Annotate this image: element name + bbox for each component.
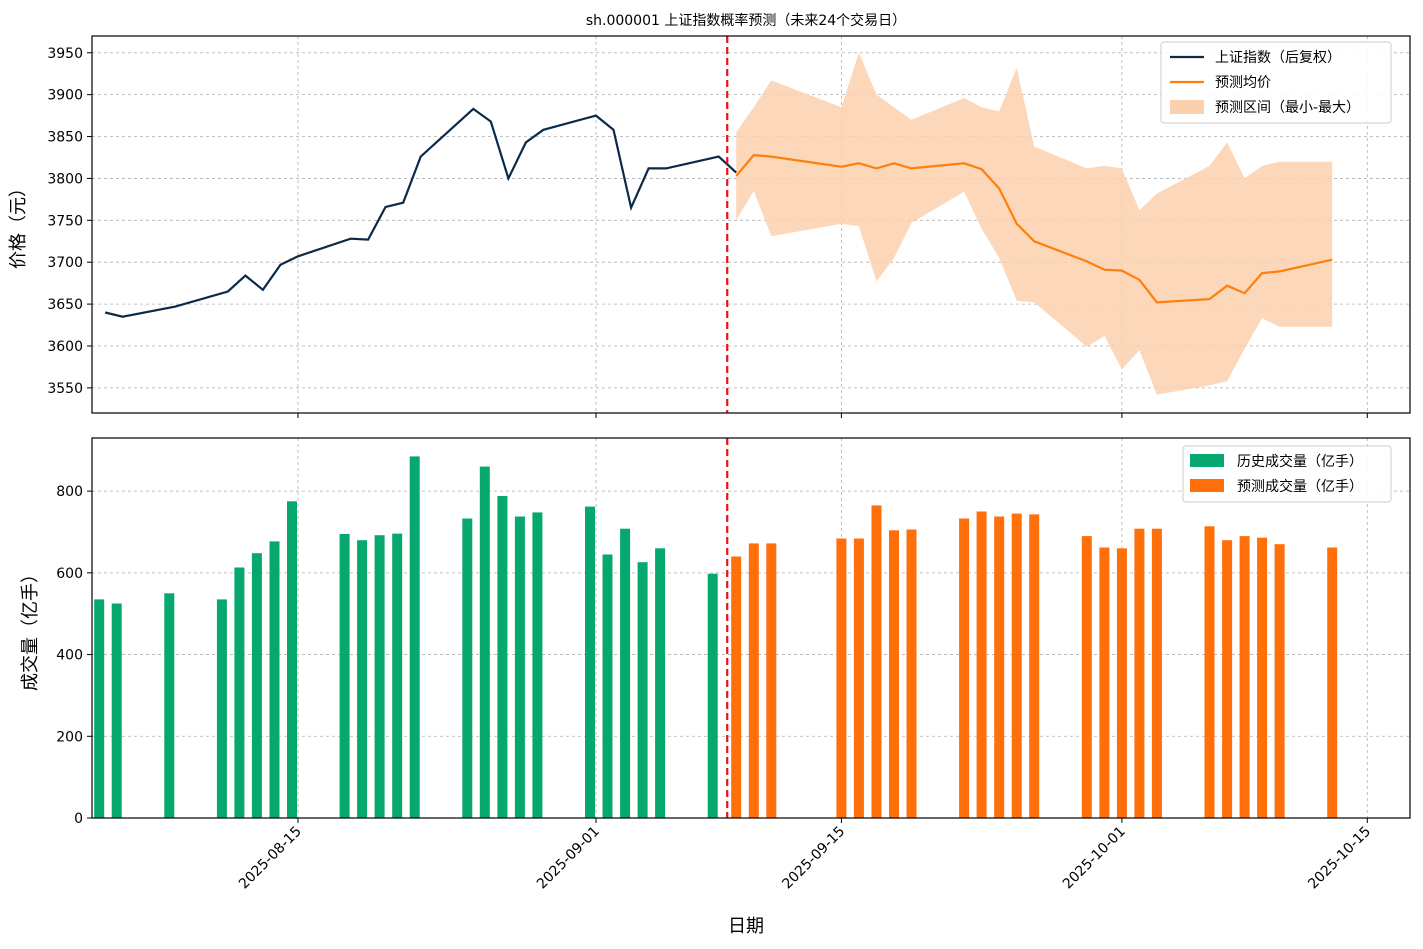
history-volume-bar <box>602 554 613 818</box>
forecast-volume-bar <box>871 505 882 818</box>
forecast-volume-bar <box>1134 528 1145 818</box>
volume-y-tick-label: 600 <box>56 566 83 582</box>
forecast-volume-bar <box>1151 528 1162 818</box>
volume-y-tick-label: 400 <box>56 648 83 664</box>
forecast-volume-bar <box>994 516 1005 818</box>
history-volume-bar <box>251 553 262 818</box>
price-y-ticks: 3550 3600 3650 3700 3750 3800 3850 3900 3950 <box>47 46 92 397</box>
volume-y-tick-label: 0 <box>74 811 83 827</box>
price-legend-box <box>1160 41 1392 124</box>
history-volume-bar <box>392 533 403 818</box>
forecast-volume-bar <box>976 511 987 818</box>
price-y-tick-label: 3850 <box>47 130 83 146</box>
history-volume-bar <box>497 496 508 818</box>
price-y-tick-label: 3550 <box>47 381 83 397</box>
legend-history-label: 上证指数（后复权） <box>1215 49 1341 66</box>
forecast-volume-bar <box>1222 540 1233 818</box>
forecast-mean-line <box>735 153 1333 304</box>
forecast-volume-bar <box>748 543 759 818</box>
forecast-volume-bar <box>836 538 847 818</box>
legend-history-volume-label: 历史成交量（亿手） <box>1237 453 1363 470</box>
history-volume-bar <box>707 573 718 818</box>
forecast-volume-bar <box>1116 548 1127 818</box>
forecast-volume-bar <box>959 518 970 818</box>
price-y-tick-label: 3950 <box>47 46 83 62</box>
x-tick-label: 2025-10-01 <box>1060 824 1129 893</box>
x-tick-label: 2025-09-01 <box>534 824 603 893</box>
forecast-volume-bar <box>906 529 917 818</box>
history-volume-bar <box>655 548 666 818</box>
forecast-volume-bar <box>1274 544 1285 818</box>
history-volume-bar <box>637 562 648 818</box>
volume-x-ticks: 2025-08-15 2025-09-01 2025-09-15 2025-10-01… <box>236 818 1374 892</box>
volume-y-tick-label: 800 <box>56 484 83 500</box>
forecast-band-area <box>736 52 1333 395</box>
history-volume-bar <box>234 567 245 818</box>
figure-title: sh.000001 上证指数概率预测（未来24个交易日） <box>586 12 906 29</box>
price-panel: 3550 3600 3650 3700 3750 3800 3850 3900 3950 价格（… <box>8 35 1411 418</box>
legend-band-swatch <box>1170 100 1204 114</box>
price-y-tick-label: 3700 <box>47 255 83 271</box>
forecast-volume-bar <box>1011 513 1022 818</box>
forecast-volume-bar <box>1239 536 1250 818</box>
history-volume-bar <box>216 599 227 818</box>
history-volume-bar <box>269 541 280 818</box>
forecast-volume-bar <box>1327 547 1338 818</box>
legend-forecast-volume-swatch <box>1190 479 1224 492</box>
forecast-volume-bar <box>1081 536 1092 818</box>
legend-band-label: 预测区间（最小-最大） <box>1215 100 1360 116</box>
volume-bars <box>94 456 1338 818</box>
price-plot-frame <box>91 35 1411 414</box>
history-volume-bar <box>532 512 543 818</box>
legend-history-volume-swatch <box>1190 454 1224 467</box>
volume-legend: 历史成交量（亿手） 预测成交量（亿手） <box>1182 445 1392 503</box>
history-volume-bar <box>409 456 420 818</box>
x-tick-label: 2025-10-15 <box>1305 824 1374 893</box>
volume-legend-box <box>1182 445 1392 503</box>
history-volume-bar <box>479 466 490 818</box>
history-volume-bar <box>287 501 297 818</box>
forecast-volume-bar <box>853 538 864 818</box>
volume-y-ticks: 0 200 400 600 800 <box>56 484 92 827</box>
price-legend: 上证指数（后复权） 预测均价 预测区间（最小-最大） <box>1160 41 1392 124</box>
history-volume-bar <box>339 534 350 818</box>
forecast-volume-bar <box>731 556 742 818</box>
history-volume-bar <box>514 516 525 818</box>
history-volume-bar <box>111 603 122 818</box>
history-volume-bar <box>374 535 385 818</box>
x-tick-label: 2025-08-15 <box>236 824 305 893</box>
legend-forecast-label: 预测均价 <box>1215 75 1271 91</box>
legend-forecast-volume-label: 预测成交量（亿手） <box>1237 478 1363 495</box>
history-volume-bar <box>620 528 631 818</box>
history-volume-bar <box>164 593 175 818</box>
volume-y-tick-label: 200 <box>56 729 83 745</box>
price-y-tick-label: 3750 <box>47 213 83 229</box>
forecast-volume-bar <box>1257 537 1268 818</box>
volume-y-axis-title: 成交量（亿手） <box>20 565 41 691</box>
volume-plot-frame <box>91 437 1411 819</box>
history-price-line <box>104 107 737 318</box>
forecast-volume-bar <box>766 543 777 818</box>
forecast-volume-bar <box>1204 526 1215 818</box>
history-volume-bar <box>94 599 105 818</box>
price-y-tick-label: 3800 <box>47 171 83 187</box>
x-tick-label: 2025-09-15 <box>779 824 848 893</box>
price-y-tick-label: 3600 <box>47 339 83 355</box>
x-axis-title: 日期 <box>728 916 764 937</box>
forecast-volume-bar <box>1099 547 1110 818</box>
history-volume-bar <box>357 540 368 818</box>
price-y-tick-label: 3900 <box>47 88 83 104</box>
price-x-ticks <box>297 413 1368 418</box>
history-volume-bar <box>462 518 473 818</box>
price-y-tick-label: 3650 <box>47 297 83 313</box>
forecast-volume-bar <box>1029 514 1040 818</box>
forecast-volume-bar <box>889 530 899 818</box>
history-volume-bar <box>585 506 595 818</box>
price-y-axis-title: 价格（元） <box>8 179 29 269</box>
